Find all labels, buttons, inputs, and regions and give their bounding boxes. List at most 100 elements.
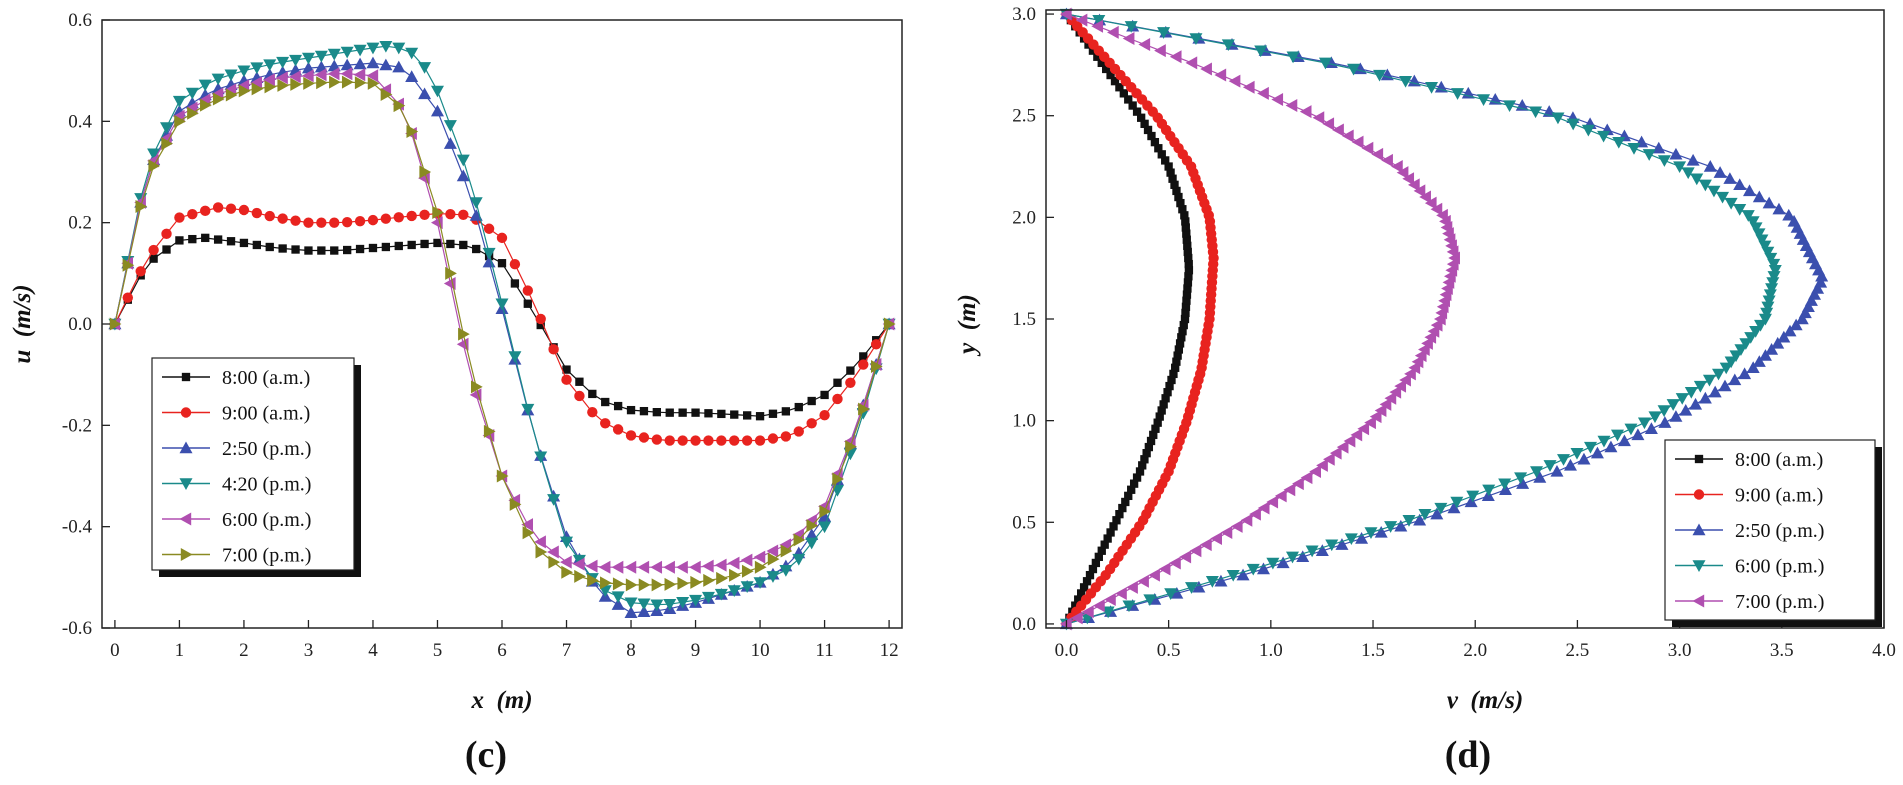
data-point-d-3: [1733, 178, 1747, 191]
data-point-c-1: [252, 240, 261, 250]
data-point-d-5: [1266, 495, 1279, 509]
data-point-c-6: [858, 402, 870, 416]
data-point-c-6: [522, 526, 535, 540]
data-point-d-3: [1804, 294, 1818, 306]
data-point-c-5: [611, 560, 624, 574]
data-point-c-6: [638, 578, 651, 592]
data-point-c-1: [639, 406, 649, 416]
series-d-4: [1059, 8, 1782, 631]
data-point-d-4: [1627, 143, 1641, 155]
data-point-c-4: [250, 62, 264, 75]
data-point-c-1: [833, 378, 842, 387]
data-point-c-4: [701, 591, 715, 604]
data-point-d-3: [1394, 519, 1408, 532]
data-point-d-1: [1183, 247, 1192, 257]
data-point-d-4: [1384, 521, 1398, 533]
data-point-d-4: [1164, 588, 1178, 600]
data-point-c-6: [535, 545, 548, 559]
data-point-c-1: [433, 238, 442, 248]
data-point-d-5: [1169, 556, 1181, 570]
x-tick-label-c: 4: [368, 640, 378, 661]
data-point-d-3: [1617, 434, 1631, 447]
data-point-d-4: [1583, 441, 1597, 454]
data-point-d-4: [1763, 289, 1777, 302]
data-point-c-1: [626, 405, 636, 415]
chart-panel-d: 0.0 0.5 1.0 1.5 2.0 2.5 3.0 3.5 4.0 0.0 0.5 1.0 1.5 2…: [954, 4, 1896, 776]
data-point-d-5: [1274, 489, 1287, 503]
axis-ticks-c: 0 1 2 3 4 5 6 7 8 9 10 11 12-0.6-0.4-0.20.00.20.40.6: [62, 10, 899, 661]
data-point-d-4: [1092, 14, 1106, 27]
data-point-c-6: [354, 76, 367, 90]
data-point-d-3: [1669, 410, 1683, 422]
data-point-d-1: [1124, 95, 1133, 104]
data-point-c-6: [703, 573, 715, 587]
data-point-c-1: [613, 401, 623, 411]
data-point-c-6: [212, 92, 225, 106]
data-point-d-1: [1143, 125, 1153, 135]
data-point-c-2: [212, 202, 224, 213]
data-point-c-6: [406, 124, 419, 138]
data-point-c-4: [482, 247, 496, 260]
data-point-c-2: [290, 215, 301, 226]
data-point-c-6: [806, 519, 819, 533]
data-point-d-5: [1093, 599, 1105, 613]
data-point-d-4: [1285, 551, 1299, 564]
data-point-d-3: [1815, 269, 1829, 282]
data-point-d-3: [1738, 367, 1752, 380]
data-point-d-1: [1138, 461, 1147, 470]
data-point-c-4: [753, 577, 767, 589]
data-point-c-5: [779, 538, 792, 552]
data-point-d-1: [1140, 455, 1149, 464]
x-axis-title-d: v (m/s): [1447, 687, 1523, 714]
x-tick-label-c: 9: [691, 640, 701, 661]
data-point-c-4: [676, 596, 690, 609]
data-point-c-4: [405, 47, 419, 60]
data-point-c-5: [560, 555, 572, 569]
data-point-c-6: [445, 266, 457, 280]
data-point-d-3: [1658, 416, 1672, 428]
data-point-d-4: [1189, 33, 1203, 45]
data-point-d-3: [1777, 330, 1791, 343]
data-point-c-1: [355, 244, 365, 254]
data-point-d-5: [1300, 471, 1313, 485]
data-point-d-1: [1088, 46, 1098, 55]
data-point-c-3: [379, 58, 393, 71]
data-point-d-4: [1418, 508, 1432, 521]
data-point-c-6: [587, 573, 599, 587]
data-point-d-5: [1240, 513, 1253, 527]
legend-entry-d-3: 2:50 (p.m.): [1675, 520, 1824, 542]
data-point-d-3: [1590, 446, 1604, 459]
data-point-d-4: [1758, 313, 1772, 326]
y-tick-label-c: 0.2: [68, 213, 92, 234]
data-point-d-1: [1129, 479, 1139, 488]
data-point-d-1: [1164, 162, 1173, 171]
data-point-c-5: [753, 550, 766, 564]
data-point-d-4: [1124, 21, 1138, 33]
data-point-d-1: [1170, 180, 1179, 189]
data-point-d-3: [1762, 196, 1776, 209]
data-point-c-4: [508, 351, 522, 363]
data-point-d-5: [1169, 50, 1182, 64]
x-tick-label-d: 0.0: [1055, 640, 1079, 661]
data-point-c-5: [534, 535, 546, 549]
data-point-d-5: [1361, 141, 1374, 155]
data-point-d-4: [1530, 466, 1544, 478]
data-point-d-3: [1631, 428, 1645, 441]
data-point-d-1: [1175, 339, 1185, 348]
data-point-d-4: [1254, 45, 1268, 58]
legend-box-c: [151, 357, 355, 571]
data-point-d-1: [1182, 229, 1191, 238]
data-point-d-1: [1149, 430, 1158, 440]
data-point-c-2: [264, 210, 275, 222]
data-point-c-1: [226, 237, 236, 246]
data-point-d-5: [1137, 574, 1149, 588]
data-point-c-2: [238, 204, 250, 216]
data-point-c-6: [238, 84, 251, 98]
data-point-c-6: [174, 114, 186, 128]
data-point-c-6: [793, 533, 806, 547]
chart-panel-c: 0 1 2 3 4 5 6 7 8 9 10 11 12-0.6-0.4-0.20.00.20.40.6…: [9, 10, 903, 776]
data-point-d-4: [1399, 75, 1413, 88]
legend-entry-c-2: 9:00 (a.m.): [162, 403, 310, 425]
legend-entry-c-4: 4:20 (p.m.): [162, 474, 311, 496]
data-point-d-4: [1642, 149, 1656, 161]
